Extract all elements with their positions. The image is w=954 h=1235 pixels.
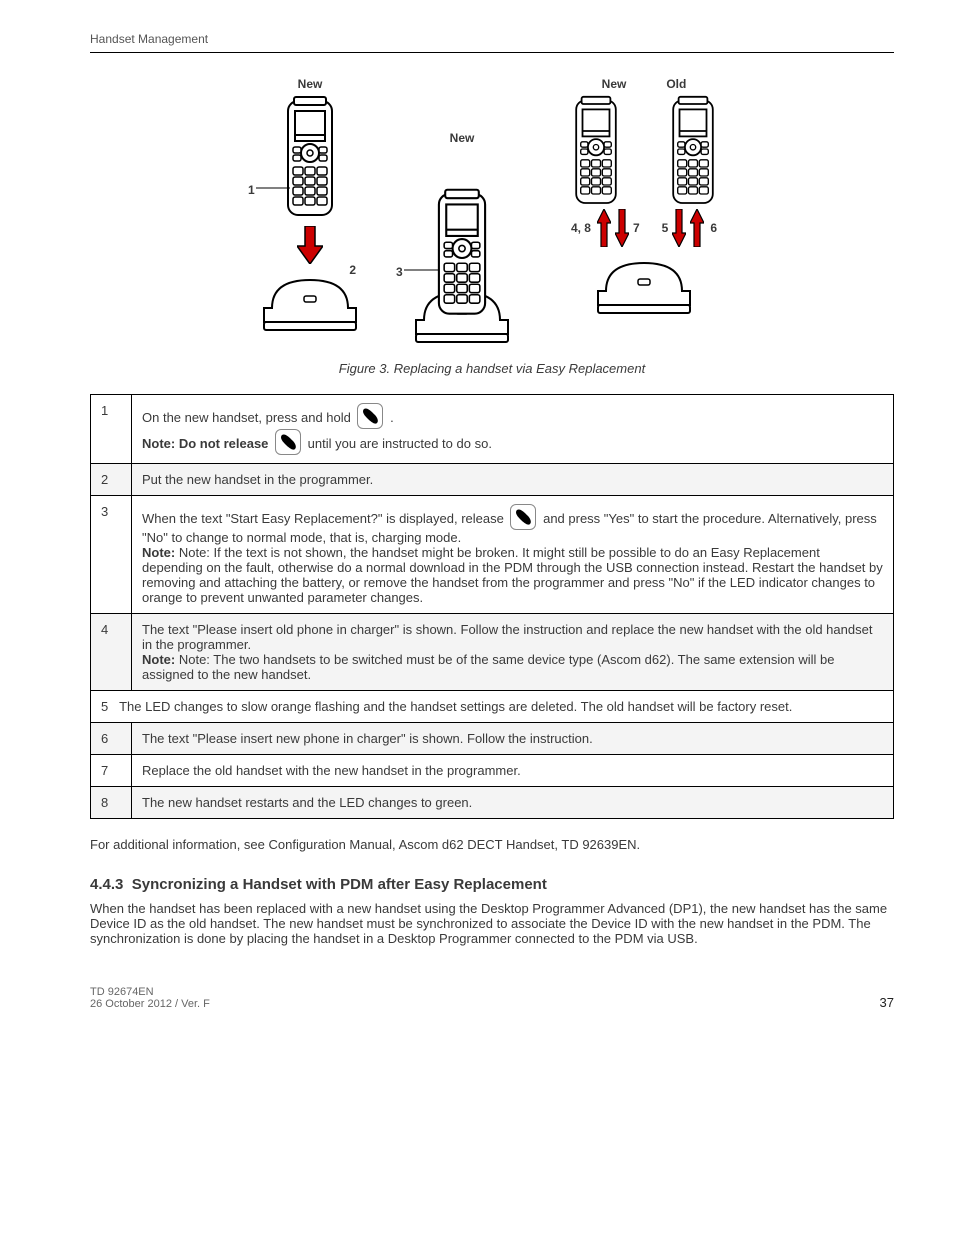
step-num-8: 8 <box>91 787 132 819</box>
step-text-6: The text "Please insert new phone in cha… <box>132 723 894 755</box>
callout-line-1-icon <box>256 187 292 189</box>
fig-label-new-left: New <box>298 77 323 91</box>
table-row: 6 The text "Please insert new phone in c… <box>91 723 894 755</box>
arrow-down-left-icon <box>297 226 323 264</box>
fig-callout-2: 2 <box>349 263 356 277</box>
fig-callout-1: 1 <box>248 183 255 197</box>
cradle-right-icon <box>554 255 734 315</box>
step-num-7: 7 <box>91 755 132 787</box>
table-row: 7 Replace the old handset with the new h… <box>91 755 894 787</box>
fig-label-new-mid: New <box>450 131 475 145</box>
fig-callout-6: 6 <box>710 221 717 235</box>
fig-callout-5: 5 <box>662 221 669 235</box>
arrow-down-1-icon <box>615 209 629 247</box>
step-num-2: 2 <box>91 464 132 496</box>
section-heading: 4.4.3 Syncronizing a Handset with PDM af… <box>90 876 894 893</box>
header-rule <box>90 52 894 53</box>
table-row: 8 The new handset restarts and the LED c… <box>91 787 894 819</box>
step-num-1: 1 <box>91 395 132 464</box>
page-footer: TD 92674EN 26 October 2012 / Ver. F 37 <box>90 986 894 1010</box>
phone-old-right-icon <box>671 95 714 205</box>
fig-callout-4-8: 4, 8 <box>571 221 591 235</box>
table-row: 2 Put the new handset in the programmer. <box>91 464 894 496</box>
steps-table: 1 On the new handset, press and hold . N… <box>90 394 894 819</box>
step-num-4: 4 <box>91 614 132 691</box>
callout-line-3-icon <box>404 269 440 271</box>
phone-docked-icon <box>437 188 487 321</box>
call-key-icon <box>275 429 301 455</box>
step-num-6: 6 <box>91 723 132 755</box>
arrow-up-2-icon <box>690 209 704 247</box>
table-row: 5 The LED changes to slow orange flashin… <box>91 691 894 723</box>
step-num-3: 3 <box>91 496 132 614</box>
arrow-down-2-icon <box>672 209 686 247</box>
arrow-up-1-icon <box>597 209 611 247</box>
step-text-4: The text "Please insert old phone in cha… <box>132 614 894 691</box>
phone-new-left-icon <box>286 95 334 217</box>
call-key-icon <box>510 504 536 530</box>
figure-easy-replacement: New 1 2 New <box>90 77 894 349</box>
after-table-paragraph: For additional information, see Configur… <box>90 837 894 852</box>
step-text-7: Replace the old handset with the new han… <box>132 755 894 787</box>
table-row: 1 On the new handset, press and hold . N… <box>91 395 894 464</box>
section-paragraph: When the handset has been replaced with … <box>90 901 894 946</box>
fig-callout-3: 3 <box>396 265 403 279</box>
figure-caption: Figure 3. Replacing a handset via Easy R… <box>90 361 894 376</box>
table-row: 3 When the text "Start Easy Replacement?… <box>91 496 894 614</box>
phone-new-right-icon <box>574 95 617 205</box>
running-header: Handset Management <box>90 32 894 46</box>
table-row: 4 The text "Please insert old phone in c… <box>91 614 894 691</box>
step-text-5: 5 The LED changes to slow orange flashin… <box>91 691 894 723</box>
footer-doc-id: TD 92674EN <box>90 986 210 998</box>
footer-date: 26 October 2012 / Ver. F <box>90 998 210 1010</box>
step-text-3: When the text "Start Easy Replacement?" … <box>132 496 894 614</box>
step-text-2: Put the new handset in the programmer. <box>132 464 894 496</box>
footer-page-number: 37 <box>880 995 894 1010</box>
fig-callout-7: 7 <box>633 221 640 235</box>
cradle-left-icon <box>250 272 370 332</box>
step-text-1: On the new handset, press and hold . Not… <box>132 395 894 464</box>
fig-label-old-right: Old <box>666 77 686 91</box>
step-text-8: The new handset restarts and the LED cha… <box>132 787 894 819</box>
call-key-icon <box>357 403 383 429</box>
fig-label-new-right: New <box>602 77 627 91</box>
